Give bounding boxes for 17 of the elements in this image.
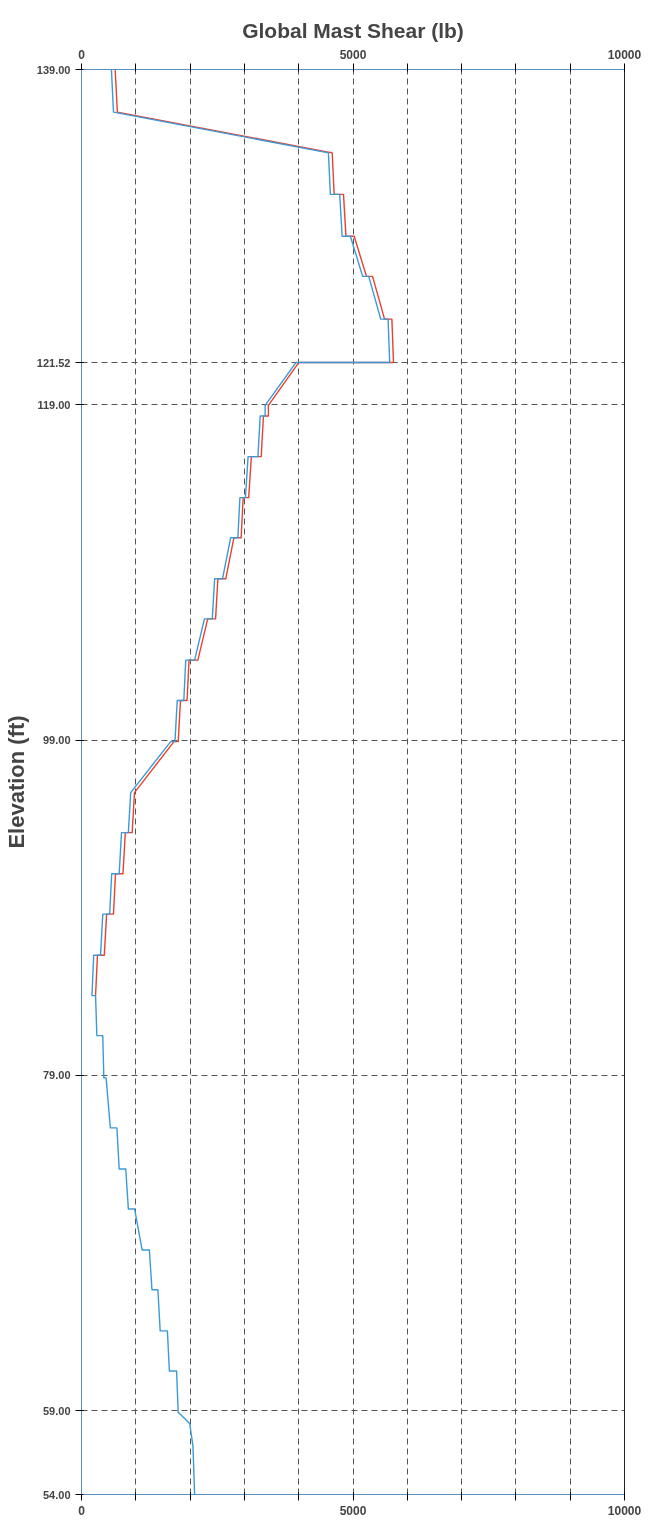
x2-tick-label: 0	[78, 1503, 86, 1518]
y-tick-label: 139.00	[36, 63, 71, 76]
y-tick-label: 121.52	[36, 356, 71, 369]
x-tick-label: 10000	[607, 47, 642, 62]
x-tick-label: 5000	[339, 47, 367, 62]
x-tick-label: 0	[78, 47, 86, 62]
y-tick-label: 59.00	[42, 1404, 71, 1417]
chart-title: Global Mast Shear (lb)	[242, 18, 464, 42]
x2-tick-label: 5000	[339, 1503, 367, 1518]
y-tick-label: 54.00	[42, 1488, 71, 1501]
x2-tick-label: 10000	[607, 1503, 642, 1518]
y-axis-title: Elevation (ft)	[3, 715, 29, 849]
y-tick-label: 119.00	[37, 398, 71, 411]
y-tick-label: 99.00	[42, 734, 71, 747]
line-series	[91, 69, 391, 1495]
line-series	[94, 69, 395, 997]
y-tick-label: 79.00	[42, 1069, 71, 1082]
